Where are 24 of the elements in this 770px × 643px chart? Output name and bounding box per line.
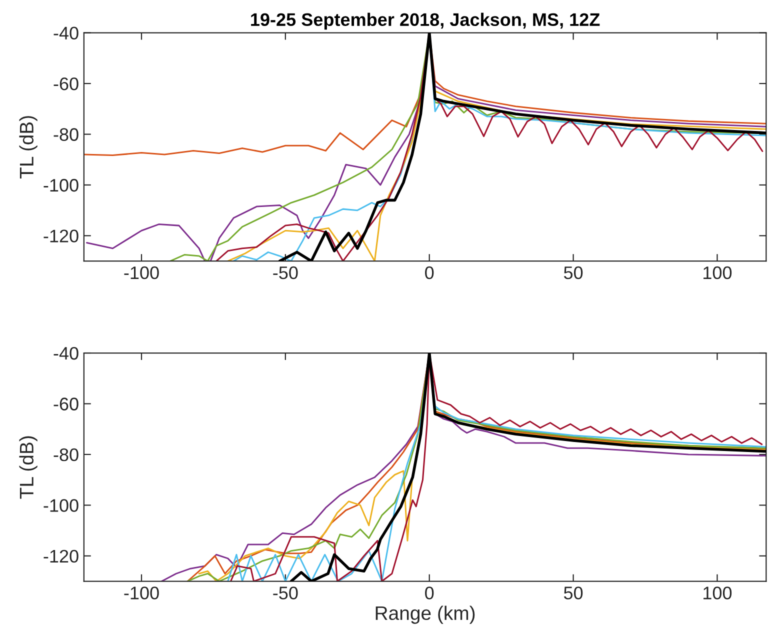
y-tick-label: -80 bbox=[54, 448, 78, 462]
x-tick-label: -50 bbox=[273, 586, 298, 600]
y-tick-label: -60 bbox=[54, 398, 78, 410]
x-tick-label: 0 bbox=[425, 266, 434, 280]
y-tick-label: -120 bbox=[44, 550, 78, 563]
x-axis-title: Range (km) bbox=[376, 606, 475, 624]
y-tick-label: -80 bbox=[54, 128, 78, 141]
x-tick-label: 100 bbox=[704, 266, 732, 280]
y-tick-label: -40 bbox=[54, 346, 78, 360]
y-tick-label: -60 bbox=[54, 77, 78, 90]
x-tick-label: 100 bbox=[704, 586, 732, 600]
x-tick-label: 50 bbox=[564, 266, 583, 280]
y-axis-title: TL (dB) bbox=[19, 116, 38, 179]
x-tick-label: -50 bbox=[273, 266, 298, 280]
y-axis-title: TL (dB) bbox=[19, 436, 38, 499]
x-tick-label: -100 bbox=[124, 266, 159, 280]
x-tick-label: 0 bbox=[425, 586, 434, 600]
y-tick-label: -100 bbox=[44, 499, 78, 512]
x-tick-label: 50 bbox=[564, 586, 583, 600]
y-tick-label: -100 bbox=[44, 178, 78, 192]
y-tick-label: -40 bbox=[54, 26, 78, 40]
y-tick-label: -120 bbox=[44, 230, 78, 242]
x-tick-label: -100 bbox=[124, 586, 159, 600]
chart-title: 19-25 September 2018, Jackson, MS, 12Z bbox=[251, 12, 600, 30]
